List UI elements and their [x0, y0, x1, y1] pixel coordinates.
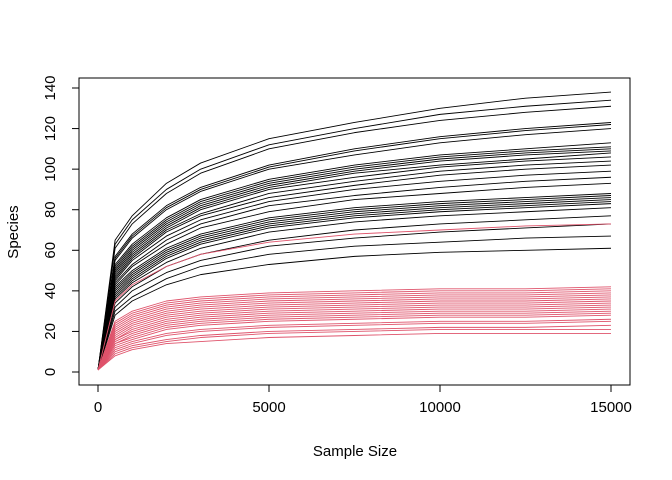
series-line-6 — [97, 128, 612, 371]
x-axis: 0 5000 10000 15000 — [94, 384, 632, 416]
series-line-3 — [97, 105, 612, 371]
series-line-39 — [97, 304, 612, 371]
series-line-19 — [97, 195, 612, 371]
series-line-26 — [97, 223, 612, 371]
series-line-25 — [97, 215, 612, 371]
series-line-47 — [97, 324, 612, 371]
x-tick-label: 0 — [94, 399, 102, 416]
series-line-28 — [97, 247, 612, 371]
series-line-2 — [97, 99, 612, 371]
series-line-22 — [97, 201, 612, 371]
series-line-9 — [97, 148, 612, 371]
series-line-32 — [97, 290, 612, 371]
series-line-42 — [97, 310, 612, 371]
series-line-34 — [97, 294, 612, 371]
series-line-15 — [97, 170, 612, 371]
series-line-21 — [97, 199, 612, 371]
series-line-11 — [97, 152, 612, 371]
series-line-23 — [97, 203, 612, 371]
series-line-46 — [97, 320, 612, 371]
y-tick-label: 80 — [42, 201, 59, 218]
y-tick-label: 40 — [42, 283, 59, 300]
series-line-20 — [97, 197, 612, 371]
series-line-1 — [97, 91, 612, 371]
series-line-13 — [97, 160, 612, 371]
series-line-4 — [97, 122, 612, 371]
y-tick-label: 0 — [42, 368, 59, 376]
x-axis-title: Sample Size — [313, 443, 397, 460]
series-line-10 — [97, 150, 612, 371]
y-tick-label: 100 — [42, 157, 59, 182]
series-line-49 — [97, 333, 611, 371]
y-tick-label: 60 — [42, 242, 59, 259]
series-line-40 — [97, 306, 612, 371]
series-line-27 — [97, 235, 612, 371]
x-tick-label: 5000 — [252, 399, 285, 416]
series-line-36 — [97, 298, 612, 371]
y-tick-label: 20 — [42, 323, 59, 340]
y-axis: 0 20 40 60 80 100 120 140 — [42, 75, 80, 376]
series-line-35 — [97, 296, 612, 371]
series-line-29 — [97, 223, 612, 371]
series-line-16 — [97, 176, 612, 371]
series-line-45 — [97, 318, 612, 371]
series-line-41 — [97, 308, 612, 371]
x-tick-label: 10000 — [419, 399, 461, 416]
series-line-24 — [97, 207, 612, 371]
y-tick-label: 120 — [42, 116, 59, 141]
series-line-14 — [97, 164, 612, 371]
series-line-37 — [97, 300, 612, 371]
series-line-12 — [97, 156, 612, 371]
series-layer — [97, 91, 612, 371]
series-line-17 — [97, 182, 612, 371]
series-line-33 — [97, 292, 612, 371]
x-tick-label: 15000 — [590, 399, 632, 416]
series-line-48 — [97, 328, 611, 371]
y-axis-title: Species — [5, 205, 22, 258]
series-line-7 — [97, 142, 612, 371]
series-line-18 — [97, 193, 612, 371]
series-line-8 — [97, 146, 612, 371]
series-line-43 — [97, 312, 612, 371]
series-line-30 — [97, 286, 612, 371]
series-line-38 — [97, 302, 612, 371]
series-line-44 — [97, 314, 612, 371]
series-line-31 — [97, 288, 612, 371]
series-line-5 — [97, 124, 612, 371]
y-tick-label: 140 — [42, 75, 59, 100]
